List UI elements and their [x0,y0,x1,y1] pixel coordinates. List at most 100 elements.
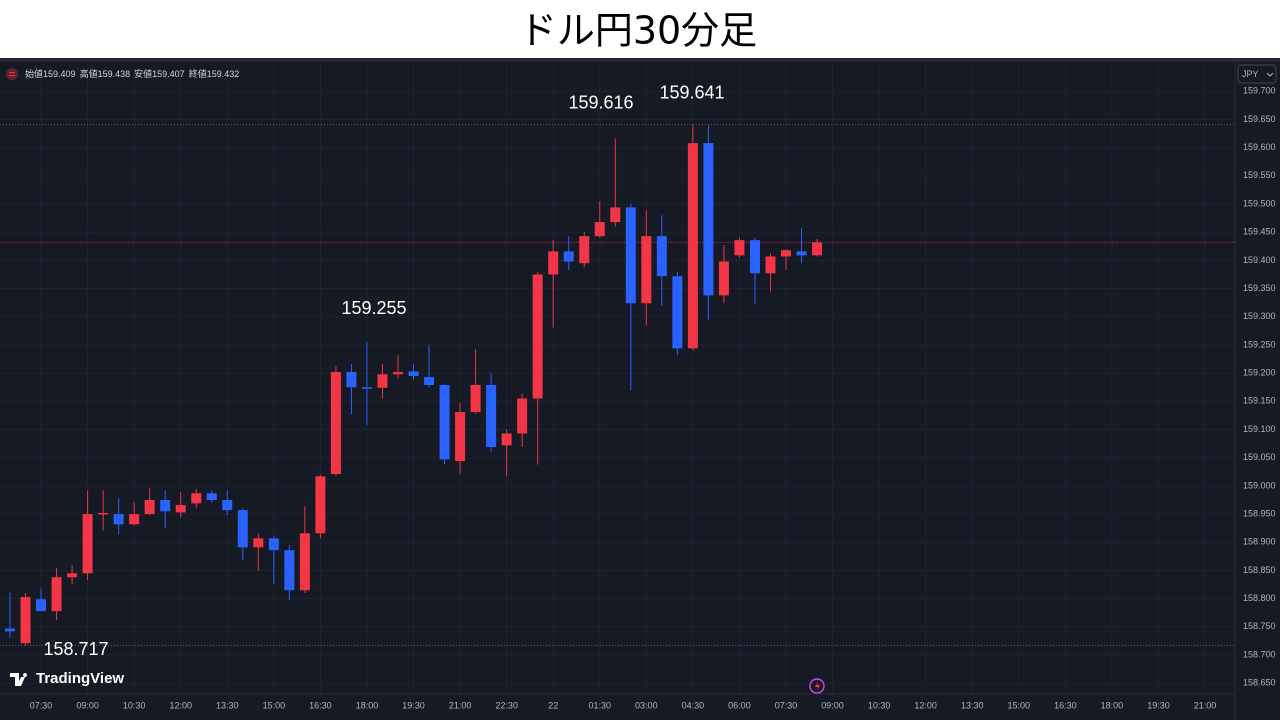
candle-body [206,493,217,501]
candle-body [517,398,528,434]
y-tick-label: 159.650 [1243,114,1276,124]
price-annotation: 159.616 [568,92,633,112]
ohlc-value: 159.438 [98,69,131,79]
candle-body [672,276,683,349]
currency-caret [1266,72,1274,77]
axes: 159.700 159.650 159.600 159.550 159.500 159.4… [30,86,1276,711]
y-tick-label: 159.350 [1243,283,1276,293]
candle-body [253,538,264,548]
candle-body [222,500,233,511]
y-tick-label: 159.600 [1243,142,1276,152]
x-tick-label: 15:00 [263,700,286,710]
candle-body [703,143,714,296]
candle-body [548,251,559,275]
candle-body [749,240,760,274]
ohlc-value: 159.409 [43,69,76,79]
x-tick-label: 04:30 [682,700,705,710]
candle-body [160,500,171,512]
plot: 159.641 159.616 159.255 158.717 [5,82,823,659]
y-tick-label: 158.850 [1243,565,1276,575]
x-tick-label: 16:30 [309,700,332,710]
y-tick-label: 159.150 [1243,396,1276,406]
y-tick-label: 159.100 [1243,424,1276,434]
ohlc-header: 始値 159.409 高値 159.438 安値 159.407 終値 159.432 [25,68,239,80]
x-tick-label: 22:30 [495,700,518,710]
ohlc-label: 高値 [80,68,98,80]
brand-icon [10,673,28,686]
candle-body [346,372,357,388]
y-tick-label: 158.800 [1243,593,1276,603]
chart-bg [0,58,1280,720]
x-tick-label: 01:30 [588,700,611,710]
candle-body [687,143,698,349]
brand-logo: TradingView [10,670,124,687]
candle-body [5,628,15,632]
candle-body [299,533,310,591]
y-tick-label: 159.400 [1243,255,1276,265]
candle-body [501,433,512,446]
candle-body [439,384,450,460]
candle-body [781,250,791,257]
candle-body [532,274,543,399]
y-tick-label: 159.050 [1243,452,1276,462]
x-tick-label: 19:30 [1147,700,1170,710]
x-tick-label: 21:00 [1194,700,1217,710]
title-bar [0,0,1280,58]
brand-name: TradingView [36,670,124,687]
x-tick-label: 12:00 [914,700,937,710]
title: ドル円30分足 [519,9,757,53]
candle-body [563,251,574,262]
ohlc-value: 159.432 [207,69,240,79]
ohlc-label: 終値 [189,68,207,80]
candle-body [812,242,823,256]
candle-body [175,505,186,513]
candle-body [82,514,93,574]
x-tick-label: 07:30 [775,700,798,710]
candle-body [718,261,729,296]
y-tick-label: 159.450 [1243,227,1276,237]
currency-button[interactable] [1237,64,1277,84]
candle-body [625,207,636,304]
candle-body [268,538,279,551]
grid [0,62,1235,694]
x-tick-label: 22 [548,700,558,710]
alert-icon[interactable] [809,678,825,694]
x-tick-label: 10:30 [868,700,891,710]
x-tick-label: 16:30 [1054,700,1077,710]
candle-body [656,236,667,277]
y-tick-label: 158.750 [1243,621,1276,631]
y-tick-label: 158.700 [1243,649,1276,659]
candle-body [237,510,248,548]
y-tick-label: 158.650 [1243,678,1276,688]
x-tick-label: 12:00 [169,700,192,710]
x-tick-label: 21:00 [449,700,472,710]
y-tick-label: 159.700 [1243,86,1276,96]
candle-body [284,550,295,591]
candle-body [424,377,435,385]
x-tick-label: 15:00 [1008,700,1031,710]
candle-body [796,251,807,256]
candle-body [377,374,388,388]
x-tick-label: 19:30 [402,700,425,710]
candle-body [98,512,109,515]
x-tick-label: 09:00 [821,700,844,710]
x-tick-label: 13:30 [216,700,239,710]
price-annotation: 158.717 [43,639,108,659]
candle-body [641,236,652,304]
candle-body [315,476,326,534]
candle-body [765,256,776,274]
x-tick-label: 07:30 [30,700,53,710]
y-tick-label: 159.200 [1243,368,1276,378]
x-tick-label: 13:30 [961,700,984,710]
candle-body [594,222,605,237]
candle-body [393,372,403,375]
y-tick-label: 159.000 [1243,480,1276,490]
x-tick-label: 06:00 [728,700,751,710]
ohlc-value: 159.407 [152,69,185,79]
y-tick-label: 159.300 [1243,311,1276,321]
y-tick-label: 158.900 [1243,537,1276,547]
x-tick-label: 18:00 [1101,700,1124,710]
candle-body [455,412,466,462]
symbol-icon [6,68,18,80]
